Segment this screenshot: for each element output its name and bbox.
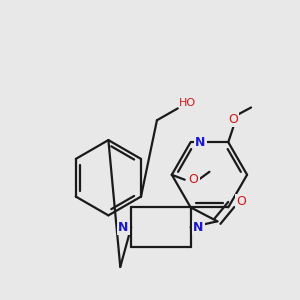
Text: HO: HO <box>179 98 196 108</box>
Text: N: N <box>118 221 128 234</box>
Text: O: O <box>236 195 246 208</box>
Text: O: O <box>228 113 238 126</box>
Text: O: O <box>189 173 199 186</box>
Text: N: N <box>195 136 206 149</box>
Text: N: N <box>194 221 204 234</box>
